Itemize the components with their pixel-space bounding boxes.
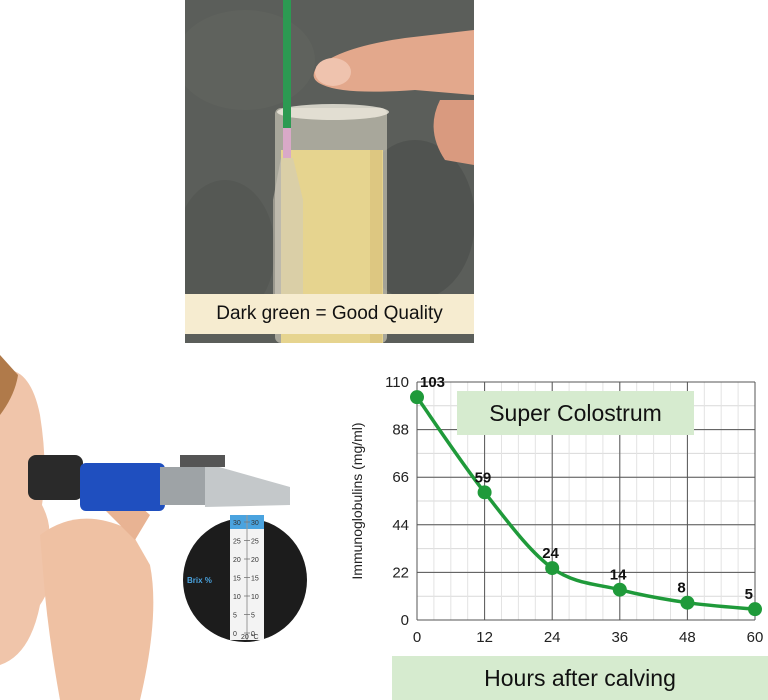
y-tick-label: 88 bbox=[392, 422, 409, 439]
scale-value-left: 0 bbox=[233, 631, 237, 638]
scale-value-left: 15 bbox=[233, 576, 241, 583]
scale-value-left: 25 bbox=[233, 539, 241, 546]
x-tick-label: 0 bbox=[413, 629, 421, 646]
temperature-label: 20 °C bbox=[241, 633, 259, 641]
scale-value-left: 30 bbox=[233, 520, 241, 527]
x-tick-label: 12 bbox=[476, 629, 493, 646]
y-tick-label: 22 bbox=[392, 564, 409, 581]
data-label: 8 bbox=[677, 580, 685, 597]
colostrometer-photo bbox=[185, 0, 474, 343]
hours-after-calving-label: Hours after calving bbox=[392, 656, 768, 700]
data-label: 5 bbox=[745, 586, 753, 603]
brix-label: Brix % bbox=[187, 576, 212, 585]
immunoglobulin-chart: 0 22 44 66 88 110 0 12 24 36 48 60 Immunoglobulins (… bbox=[340, 360, 768, 660]
data-label: 59 bbox=[475, 469, 492, 486]
scale-value-left: 10 bbox=[233, 594, 241, 601]
data-point bbox=[477, 485, 492, 500]
scale-value-right: 30 bbox=[251, 520, 259, 527]
data-point bbox=[410, 390, 424, 405]
scale-value-left: 20 bbox=[233, 557, 241, 564]
refractometer-photo: Brix % 20 °C 30 30 25 25 20 20 15 15 10 10 5 5 0 0 bbox=[0, 355, 340, 700]
y-tick-label: 110 bbox=[385, 374, 409, 391]
data-label: 14 bbox=[610, 567, 627, 584]
data-label: 24 bbox=[542, 545, 559, 562]
data-point bbox=[545, 561, 560, 576]
scale-value-left: 5 bbox=[233, 613, 237, 620]
y-tick-label: 44 bbox=[392, 517, 409, 534]
y-axis-label: Immunoglobulins (mg/ml) bbox=[349, 422, 365, 579]
data-label: 103 bbox=[420, 374, 445, 391]
quality-caption: Dark green = Good Quality bbox=[185, 294, 474, 334]
y-tick-label: 0 bbox=[401, 612, 409, 629]
x-tick-label: 48 bbox=[679, 629, 696, 646]
scale-value-right: 20 bbox=[251, 557, 259, 564]
data-point bbox=[748, 602, 762, 617]
x-tick-label: 36 bbox=[611, 629, 628, 646]
super-colostrum-label: Super Colostrum bbox=[457, 391, 694, 435]
scale-value-right: 5 bbox=[251, 613, 255, 620]
scale-value-right: 25 bbox=[251, 539, 259, 546]
scale-value-right: 10 bbox=[251, 594, 259, 601]
scale-value-right: 0 bbox=[251, 631, 255, 638]
y-tick-label: 66 bbox=[392, 469, 409, 486]
x-tick-label: 60 bbox=[747, 629, 764, 646]
refractometer-grip bbox=[80, 463, 165, 511]
data-point bbox=[680, 595, 695, 610]
brix-scale-numbers: 30 30 25 25 20 20 15 15 10 10 5 5 0 0 bbox=[233, 520, 259, 638]
scale-value-right: 15 bbox=[251, 576, 259, 583]
x-tick-label: 24 bbox=[544, 629, 561, 646]
data-point bbox=[612, 582, 627, 597]
